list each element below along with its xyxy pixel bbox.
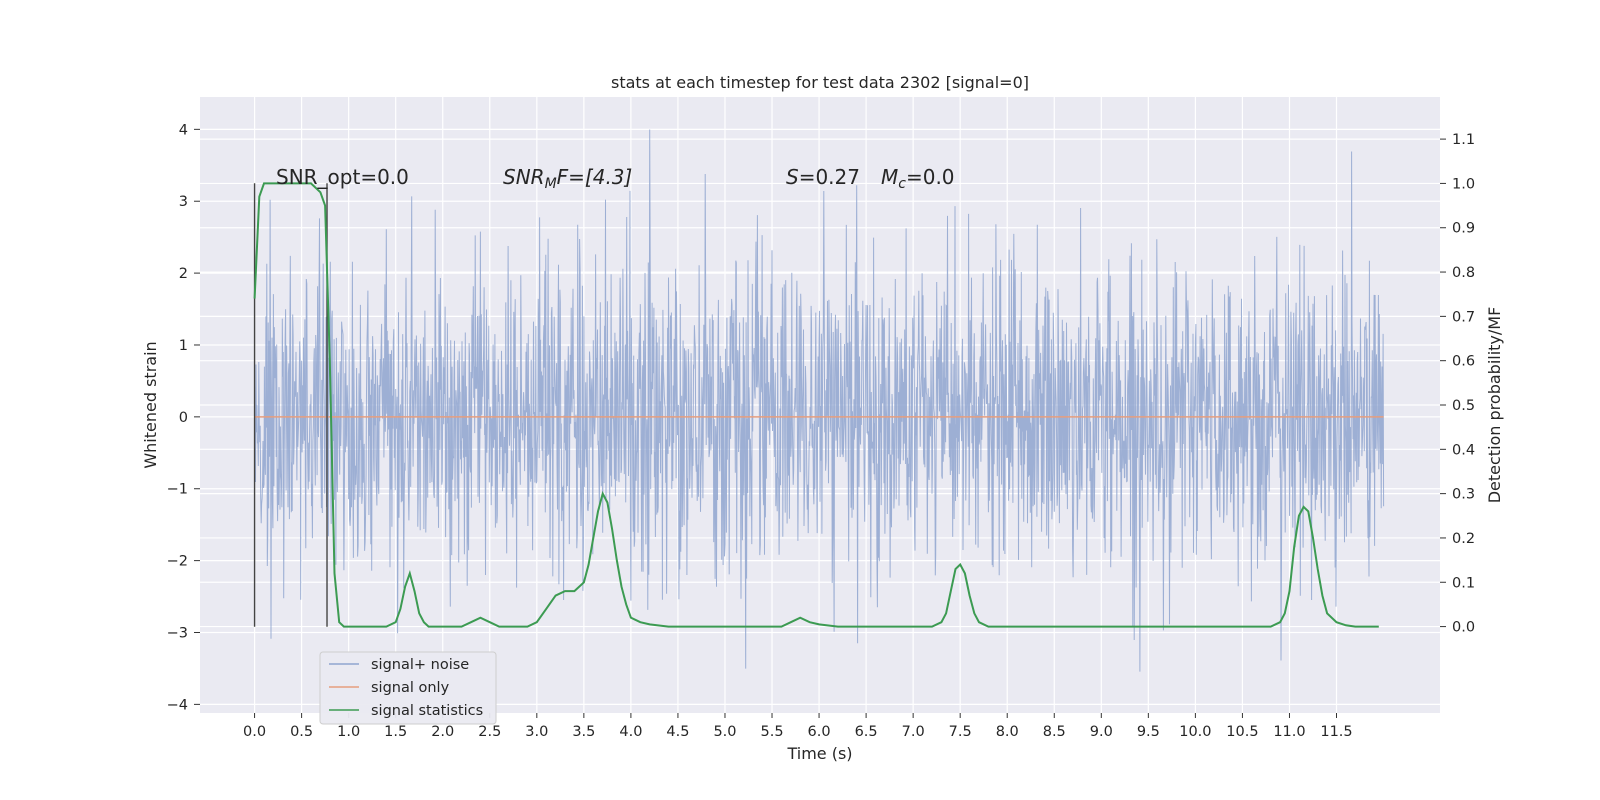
left-y-axis-label: Whitened strain bbox=[141, 341, 160, 468]
annotation-mc: Mc=0.0 bbox=[881, 165, 955, 192]
legend-box bbox=[319, 651, 497, 725]
y-right-tick-label: 0.8 bbox=[1452, 265, 1475, 281]
y-left-tick-label: 0 bbox=[179, 410, 188, 426]
legend-label-signal-statistics: signal statistics bbox=[371, 703, 483, 719]
x-tick-label: 9.5 bbox=[1137, 724, 1160, 740]
x-tick-label: 3.5 bbox=[572, 724, 595, 740]
signal-statistics-trace bbox=[253, 182, 1379, 628]
annotation-snr-mf: SNRMF=[4.3] bbox=[503, 165, 632, 192]
x-tick-label: 1.5 bbox=[384, 724, 407, 740]
x-axis-label: Time (s) bbox=[786, 744, 852, 763]
x-tick-label: 6.5 bbox=[855, 724, 878, 740]
x-tick-label: 0.0 bbox=[243, 724, 266, 740]
y-right-tick-label: 0.7 bbox=[1452, 309, 1475, 325]
y-right-tick-label: 0.0 bbox=[1452, 620, 1475, 636]
chart-title: stats at each timestep for test data 230… bbox=[611, 73, 1029, 92]
signal-plus-noise-line bbox=[254, 129, 1385, 672]
y-right-tick-label: 1.0 bbox=[1452, 176, 1475, 192]
x-tick-label: 4.5 bbox=[666, 724, 689, 740]
y-right-tick-label: 1.1 bbox=[1452, 132, 1475, 148]
y-left-tick-label: 4 bbox=[179, 122, 188, 138]
y-right-tick-label: 0.1 bbox=[1452, 575, 1475, 591]
x-tick-label: 9.0 bbox=[1090, 724, 1113, 740]
y-right-tick-label: 0.5 bbox=[1452, 398, 1475, 414]
x-tick-label: 5.0 bbox=[713, 724, 736, 740]
x-tick-label: 8.0 bbox=[996, 724, 1019, 740]
x-tick-label: 2.5 bbox=[478, 724, 501, 740]
y-left-tick-label: −2 bbox=[167, 554, 188, 570]
y-right-tick-label: 0.3 bbox=[1452, 487, 1475, 503]
x-tick-label: 1.0 bbox=[337, 724, 360, 740]
right-y-axis-label: Detection probability/MF bbox=[1485, 307, 1504, 504]
x-tick-label: 7.5 bbox=[949, 724, 972, 740]
x-tick-label: 2.0 bbox=[431, 724, 454, 740]
x-tick-label: 10.5 bbox=[1226, 724, 1258, 740]
x-tick-label: 6.0 bbox=[808, 724, 831, 740]
right-y-axis-ticks: 1.1 1.0 0.9 0.8 0.7 0.6 0.5 0.4 0.3 0.2 0.1 0.0 bbox=[1440, 132, 1475, 636]
annotation-s: S=0.27 bbox=[786, 165, 860, 189]
y-right-tick-label: 0.6 bbox=[1452, 354, 1475, 370]
x-tick-label: 5.5 bbox=[760, 724, 783, 740]
signal-statistics-line bbox=[253, 182, 1379, 628]
x-tick-label: 7.0 bbox=[902, 724, 925, 740]
y-left-tick-label: 3 bbox=[179, 194, 188, 210]
y-left-tick-label: 1 bbox=[179, 338, 188, 354]
legend-label-signal-only: signal only bbox=[371, 680, 450, 696]
signal-plus-noise-trace bbox=[254, 129, 1385, 672]
y-right-tick-label: 0.2 bbox=[1452, 531, 1475, 547]
y-right-tick-label: 0.9 bbox=[1452, 221, 1475, 237]
x-tick-label: 4.0 bbox=[619, 724, 642, 740]
x-tick-label: 3.0 bbox=[525, 724, 548, 740]
left-y-axis-ticks: 4 3 2 1 0 −1 −2 −3 −4 bbox=[167, 122, 200, 713]
y-right-tick-label: 0.4 bbox=[1452, 442, 1475, 458]
y-left-tick-label: −4 bbox=[167, 697, 188, 713]
y-left-tick-label: 2 bbox=[179, 266, 188, 282]
x-tick-label: 8.5 bbox=[1043, 724, 1066, 740]
legend-label-signal-noise: signal+ noise bbox=[371, 657, 469, 673]
x-axis-ticks: 0.0 0.5 1.0 1.5 2.0 2.5 3.0 3.5 4.0 4.5 5.0 5.5 6.0 6… bbox=[243, 713, 1353, 740]
legend: signal+ noise signal only signal statist… bbox=[319, 651, 497, 725]
y-left-tick-label: −3 bbox=[167, 625, 188, 641]
x-tick-label: 11.5 bbox=[1320, 724, 1352, 740]
annotation-snr-opt: SNR_opt=0.0 bbox=[276, 165, 409, 189]
x-tick-label: 10.0 bbox=[1179, 724, 1211, 740]
x-tick-label: 11.0 bbox=[1273, 724, 1305, 740]
x-tick-label: 0.5 bbox=[290, 724, 313, 740]
y-left-tick-label: −1 bbox=[167, 482, 188, 498]
